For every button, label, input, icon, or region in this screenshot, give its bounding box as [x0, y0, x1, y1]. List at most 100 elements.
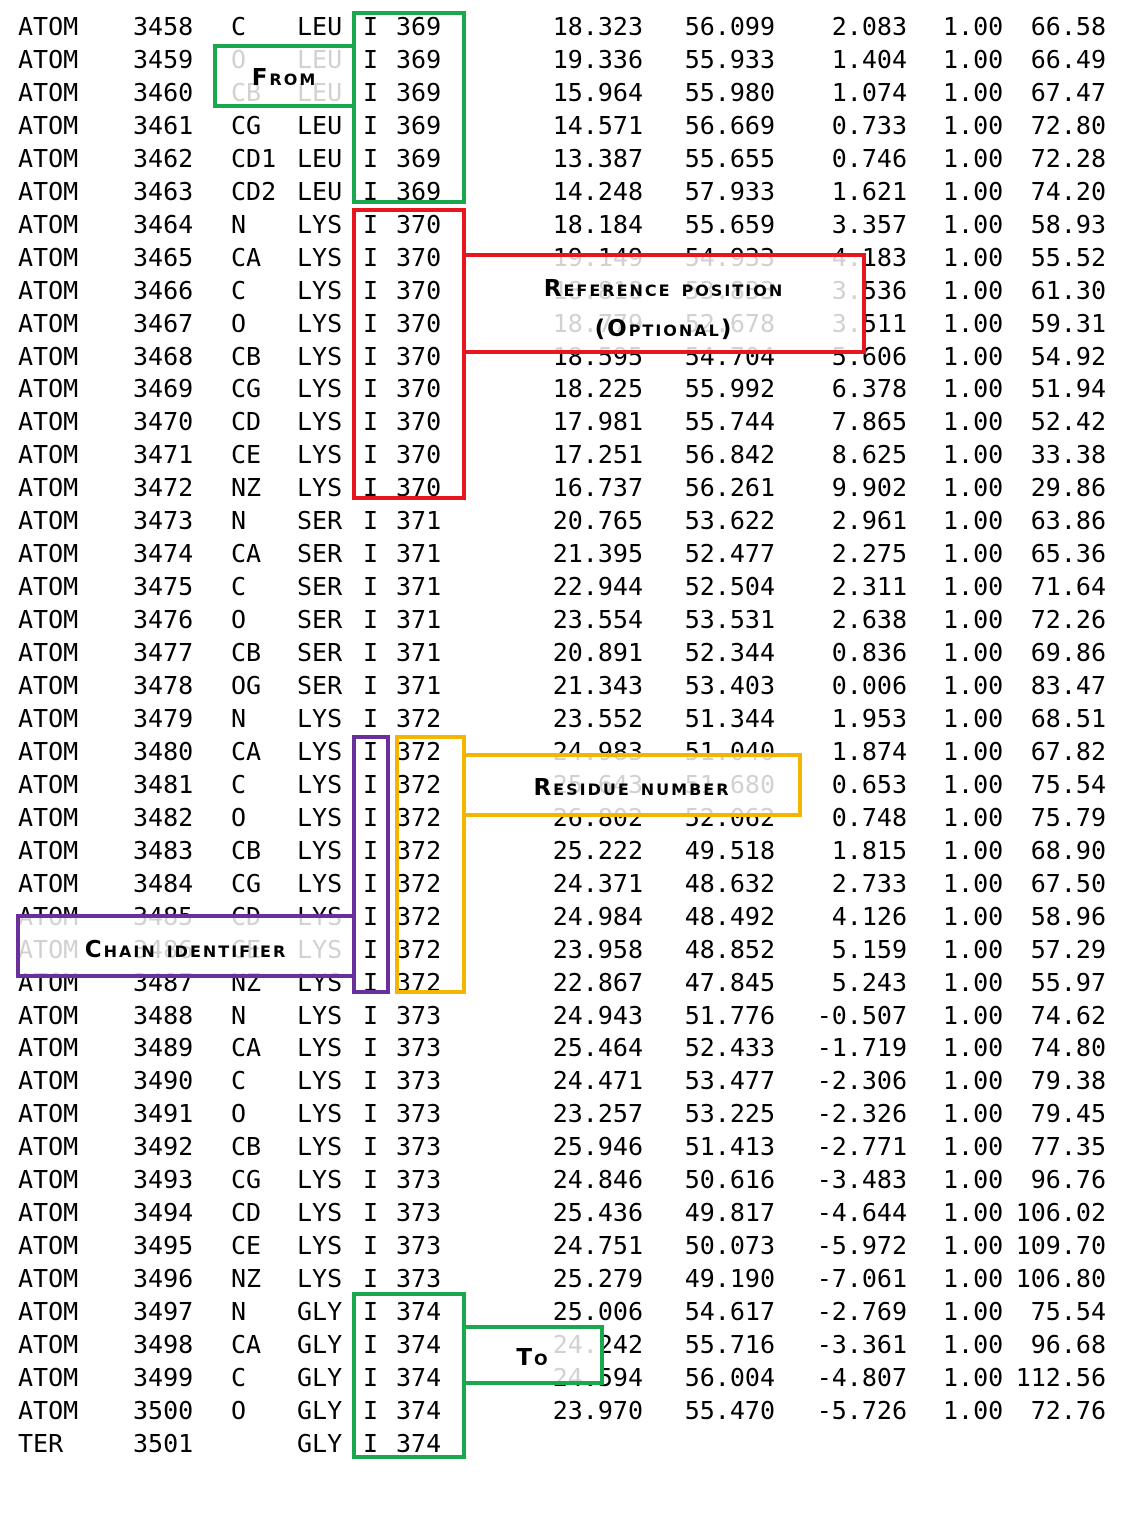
atom-record-row: ATOM 3491 O LYS I 373 23.257 53.225 -2.326 1.00 79… [0, 1097, 1143, 1130]
temp-factor: 96.76 [1030, 1165, 1106, 1195]
z-coord: 5.159 [831, 934, 907, 964]
residue-seq: 370 [396, 209, 442, 239]
chain-id: I [363, 901, 379, 931]
temp-factor: 67.50 [1030, 868, 1106, 898]
x-coord: 24.984 [552, 901, 643, 931]
residue-number-label: Residue number [533, 775, 731, 801]
from-bracket [352, 11, 466, 204]
residue-seq: 371 [396, 506, 442, 536]
atom-serial: 3491 [133, 1099, 194, 1129]
residue-seq: 370 [396, 374, 442, 404]
y-coord: 51.776 [684, 1000, 775, 1030]
residue-name: GLY [297, 1428, 343, 1458]
residue-seq: 370 [396, 407, 442, 437]
occupancy: 1.00 [943, 539, 1004, 569]
occupancy: 1.00 [943, 638, 1004, 668]
residue-seq: 372 [396, 802, 442, 832]
residue-seq: 373 [396, 1132, 442, 1162]
x-coord: 23.970 [552, 1395, 643, 1425]
residue-name: LYS [297, 769, 343, 799]
atom-name: O [231, 1395, 247, 1425]
y-coord: 50.616 [684, 1165, 775, 1195]
temp-factor: 79.45 [1030, 1099, 1106, 1129]
temp-factor: 33.38 [1030, 440, 1106, 470]
atom-serial: 3473 [133, 506, 194, 536]
occupancy: 1.00 [943, 1099, 1004, 1129]
temp-factor: 77.35 [1030, 1132, 1106, 1162]
record-name: ATOM [18, 736, 79, 766]
chain-id: I [363, 341, 379, 371]
atom-name: CA [231, 1033, 262, 1063]
z-coord: 2.275 [831, 539, 907, 569]
occupancy: 1.00 [943, 1165, 1004, 1195]
residue-seq: 370 [396, 341, 442, 371]
z-coord: 7.865 [831, 407, 907, 437]
residue-name: LYS [297, 1231, 343, 1261]
occupancy: 1.00 [943, 440, 1004, 470]
atom-name: CG [231, 374, 262, 404]
atom-name: OG [231, 671, 262, 700]
y-coord: 48.632 [684, 868, 775, 898]
record-name: ATOM [18, 407, 79, 437]
chain-id: I [363, 967, 379, 997]
z-coord: 0.746 [831, 143, 907, 173]
z-coord: 1.404 [831, 44, 907, 74]
z-coord: -4.644 [816, 1198, 907, 1228]
x-coord: 23.552 [552, 703, 643, 733]
atom-serial: 3499 [133, 1362, 194, 1392]
z-coord: 8.625 [831, 440, 907, 470]
record-name: ATOM [18, 209, 79, 239]
y-coord: 56.099 [684, 12, 775, 41]
atom-serial: 3464 [133, 209, 194, 239]
record-name: ATOM [18, 703, 79, 733]
occupancy: 1.00 [943, 1000, 1004, 1030]
y-coord: 55.744 [684, 407, 775, 437]
atom-name: C [231, 1362, 247, 1392]
y-coord: 56.261 [684, 473, 775, 503]
atom-record-row: ATOM 3468 CB LYS I 370 18.595 54.704 5.606 1.00 54… [0, 340, 1143, 373]
temp-factor: 55.97 [1030, 967, 1106, 997]
y-coord: 56.004 [684, 1362, 775, 1392]
chain-id: I [363, 275, 379, 305]
atom-record-row: ATOM 3470 CD LYS I 370 17.981 55.744 7.865 1.00 52… [0, 405, 1143, 438]
temp-factor: 51.94 [1030, 374, 1106, 404]
temp-factor: 66.49 [1030, 44, 1106, 74]
atom-serial: 3495 [133, 1231, 194, 1261]
chain-id: I [363, 374, 379, 404]
atom-name: C [231, 572, 247, 602]
atom-name: NZ [231, 473, 262, 503]
atom-serial: 3461 [133, 110, 194, 140]
z-coord: 0.006 [831, 671, 907, 700]
record-name: ATOM [18, 1099, 79, 1129]
x-coord: 22.867 [552, 967, 643, 997]
residue-name: LYS [297, 1000, 343, 1030]
residue-seq: 370 [396, 275, 442, 305]
x-coord: 25.222 [552, 835, 643, 865]
temp-factor: 63.86 [1030, 506, 1106, 536]
temp-factor: 66.58 [1030, 12, 1106, 41]
y-coord: 52.433 [684, 1033, 775, 1063]
chain-id: I [363, 868, 379, 898]
atom-record-row: ATOM 3462 CD1 LEU I 369 13.387 55.655 0.746 1.00 7… [0, 142, 1143, 175]
occupancy: 1.00 [943, 209, 1004, 239]
y-coord: 51.413 [684, 1132, 775, 1162]
occupancy: 1.00 [943, 967, 1004, 997]
z-coord: -2.326 [816, 1099, 907, 1129]
atom-serial: 3482 [133, 802, 194, 832]
record-name: ATOM [18, 572, 79, 602]
z-coord: 0.653 [831, 769, 907, 799]
x-coord: 25.464 [552, 1033, 643, 1063]
temp-factor: 67.82 [1030, 736, 1106, 766]
occupancy: 1.00 [943, 572, 1004, 602]
y-coord: 48.492 [684, 901, 775, 931]
atom-name: C [231, 275, 247, 305]
y-coord: 57.933 [684, 176, 775, 206]
chain-id: I [363, 77, 379, 107]
from-label: From [251, 65, 318, 91]
residue-name: SER [297, 605, 343, 635]
temp-factor: 74.20 [1030, 176, 1106, 206]
atom-serial: 3472 [133, 473, 194, 503]
occupancy: 1.00 [943, 44, 1004, 74]
x-coord: 20.891 [552, 638, 643, 668]
atom-record-row: ATOM 3494 CD LYS I 373 25.436 49.817 -4.644 1.00 1… [0, 1196, 1143, 1229]
